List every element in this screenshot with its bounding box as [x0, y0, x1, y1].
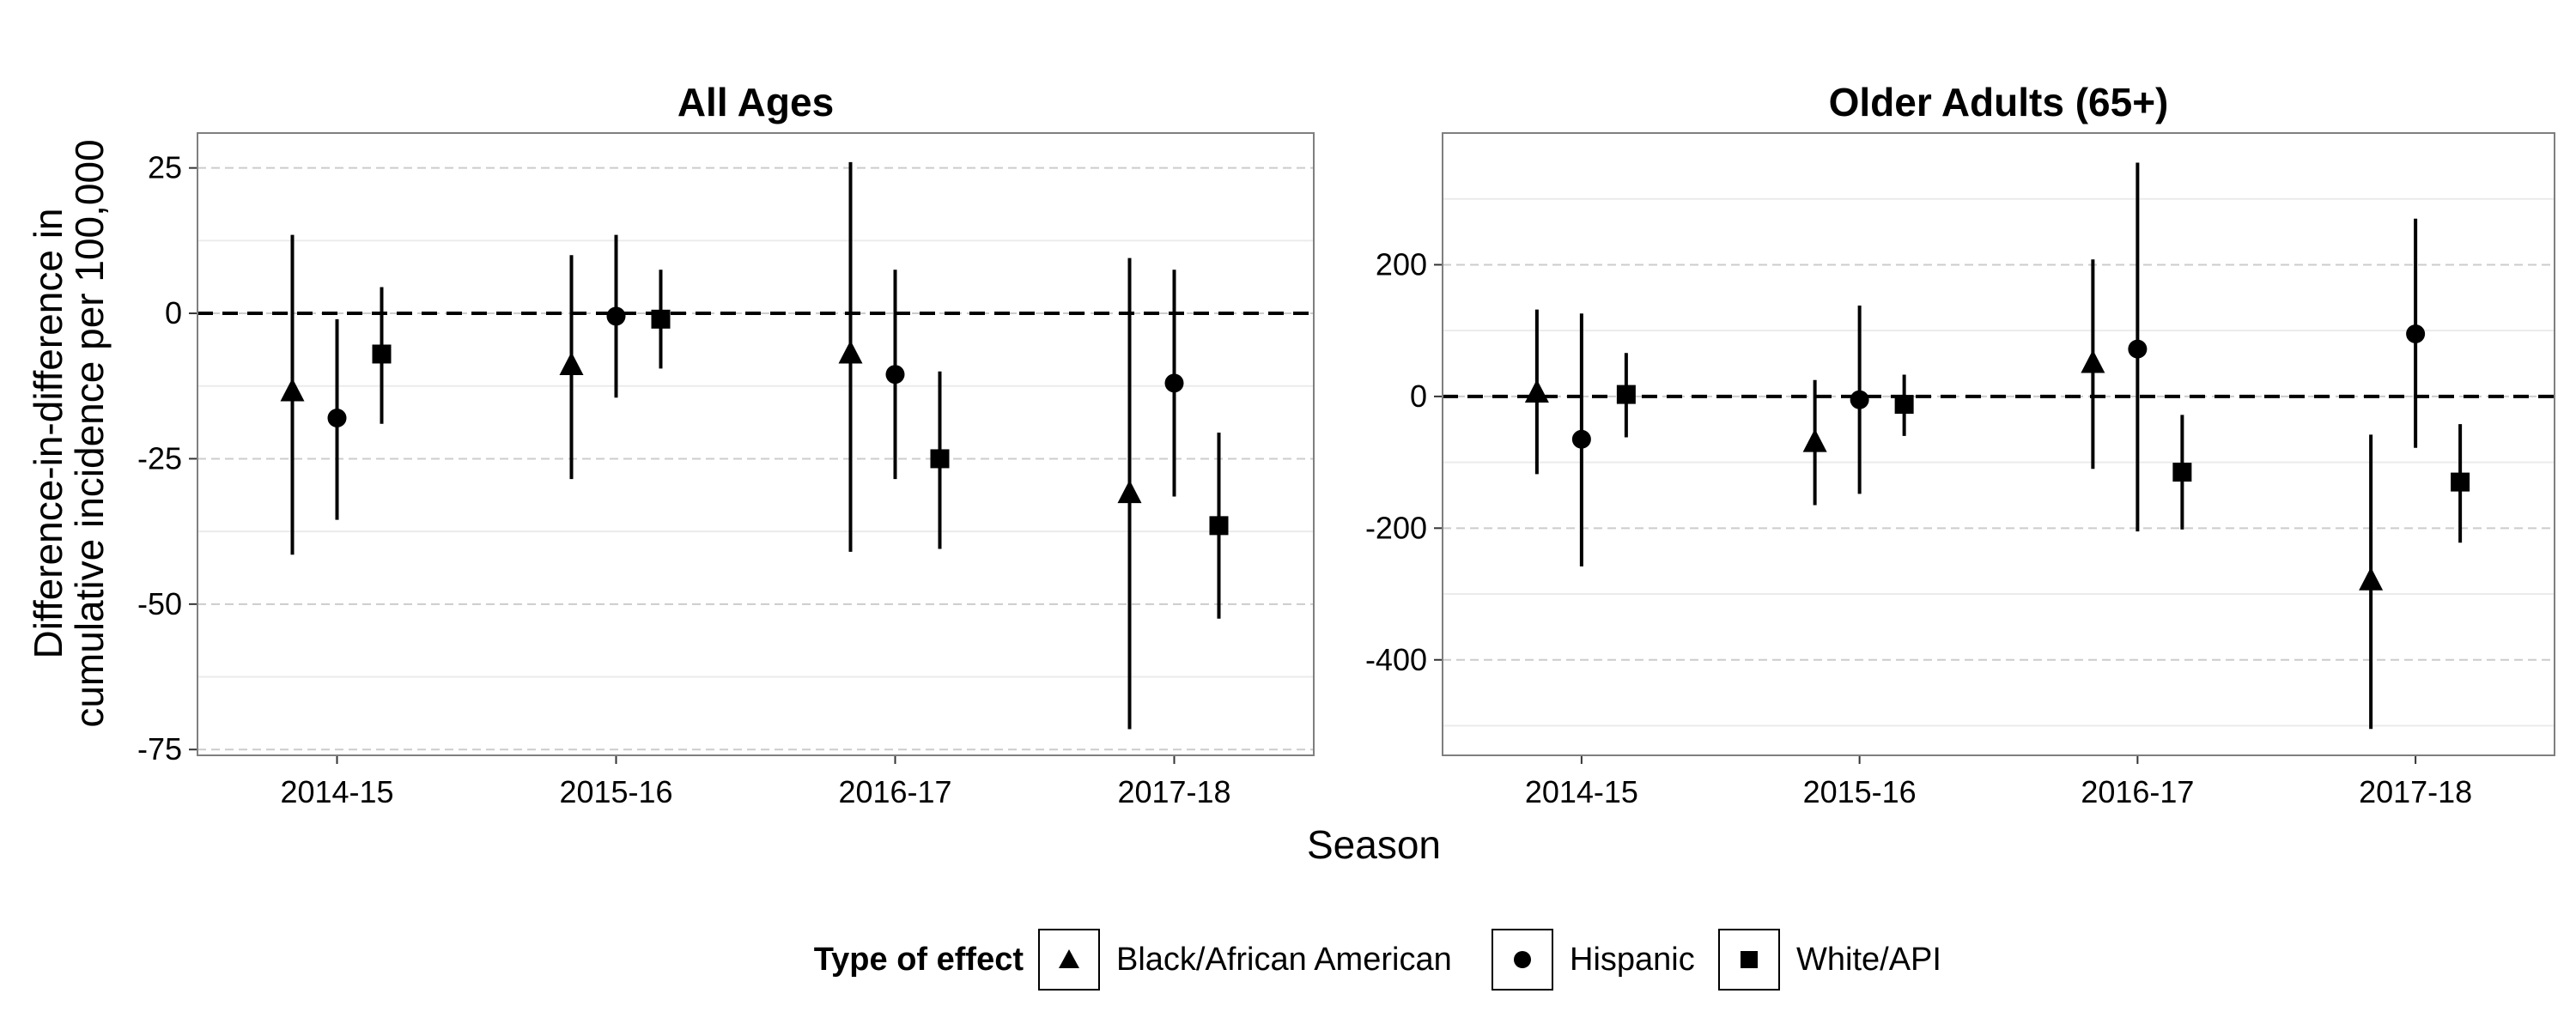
legend-label-white: White/API	[1796, 942, 1941, 978]
panel-border	[1442, 132, 2555, 756]
point-circle	[1850, 390, 1869, 409]
point-triangle	[1802, 428, 1827, 452]
y-tick-label: -25	[137, 440, 182, 476]
y-axis-title-line2: cumulative incidence per 100,000	[67, 139, 112, 727]
point-triangle	[280, 378, 305, 402]
point-square	[930, 449, 950, 469]
panel-background	[197, 133, 1314, 755]
y-tick-label: -200	[1365, 510, 1427, 545]
y-tick-label: -75	[137, 731, 182, 766]
legend-item-hispanic: Hispanic	[1492, 929, 1695, 991]
legend: Type of effect Black/African American Hi…	[814, 929, 1941, 991]
legend-item-white: White/API	[1718, 929, 1941, 991]
legend-square-icon	[1741, 951, 1758, 968]
point-triangle	[559, 352, 584, 376]
point-triangle	[2359, 566, 2384, 591]
point-square	[372, 344, 392, 364]
y-tick-label: -50	[137, 586, 182, 621]
panel-title: All Ages	[677, 80, 834, 124]
y-axis-title-line1: Difference-in-difference in	[26, 208, 70, 658]
panel-older-adults: 200 0 -200 -400 2014-15 2015-16 2016-17 2017-18…	[1365, 80, 2555, 809]
point-circle	[1164, 373, 1184, 393]
point-square	[2172, 463, 2192, 482]
y-tick-label: -400	[1365, 642, 1427, 677]
panel-border	[197, 132, 1315, 756]
point-triangle	[2081, 349, 2105, 373]
y-tick-label: 0	[165, 295, 182, 330]
x-tick-label: 2015-16	[559, 774, 672, 809]
y-tick-label: 25	[148, 150, 182, 185]
point-triangle	[1117, 480, 1142, 504]
panel-all-ages: 25 0 -25 -50 -75 2014-15 2015-16 2016-17 2017-18…	[137, 80, 1315, 809]
panel-background	[1443, 133, 2555, 755]
point-circle	[2128, 339, 2148, 359]
panel-title: Older Adults (65+)	[1829, 80, 2169, 124]
x-tick-label: 2014-15	[280, 774, 393, 809]
point-circle	[885, 365, 905, 385]
legend-item-black: Black/African American	[1038, 929, 1452, 991]
x-tick-label: 2015-16	[1803, 774, 1917, 809]
x-tick-label: 2017-18	[1117, 774, 1230, 809]
x-axis-title: Season	[1307, 822, 1441, 867]
point-circle	[327, 409, 347, 428]
point-triangle	[1524, 379, 1549, 403]
legend-circle-icon	[1514, 951, 1531, 968]
legend-title: Type of effect	[814, 942, 1024, 978]
x-tick-label: 2017-18	[2359, 774, 2472, 809]
point-square	[1616, 385, 1636, 404]
legend-triangle-icon	[1059, 949, 1079, 968]
x-tick-label: 2016-17	[2081, 774, 2194, 809]
point-square	[2451, 472, 2470, 492]
legend-label-black: Black/African American	[1116, 942, 1452, 978]
x-tick-label: 2016-17	[838, 774, 951, 809]
legend-label-hispanic: Hispanic	[1570, 942, 1695, 978]
y-tick-label: 200	[1376, 246, 1427, 282]
point-square	[1894, 395, 1914, 415]
y-axis-title: Difference-in-difference in cumulative i…	[26, 139, 112, 727]
x-tick-label: 2014-15	[1525, 774, 1638, 809]
point-square	[651, 309, 671, 329]
point-triangle	[838, 340, 863, 364]
point-circle	[606, 306, 626, 326]
point-circle	[1571, 429, 1591, 449]
y-tick-label: 0	[1410, 379, 1427, 414]
point-square	[1209, 516, 1229, 536]
point-circle	[2406, 324, 2426, 343]
